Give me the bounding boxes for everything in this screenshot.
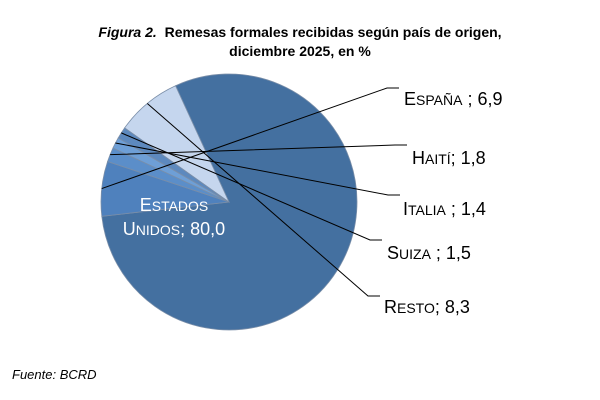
slice-labels: ESTADOS UNIDOS; 80,0 ESPAÑA ; 6,9 HAITÍ; 1,… [123,89,503,317]
leader-line-italia [115,142,400,196]
slice-label-haiti: HAITÍ; 1,8 [412,148,486,168]
chart-title-line-2: diciembre 2025, en % [229,43,371,59]
slice-label-resto: RESTO; 8,3 [384,297,470,317]
pie-slices [100,73,358,331]
leader-line-haiti [110,144,407,156]
leader-line-suiza [121,132,382,241]
slice-label-italia: ITALIA ; 1,4 [403,199,486,219]
leader-lines [101,87,407,297]
slice-label-espana: ESPAÑA ; 6,9 [404,89,502,109]
figure-number: Figura 2. [98,24,156,40]
slice-label-suiza: SUIZA ; 1,5 [387,243,471,263]
leader-line-espana [101,87,399,190]
leader-line-resto [146,103,380,297]
title-text-1: Remesas formales recibidas según país de… [165,24,502,40]
chart-title-line-1: Figura 2. Remesas formales recibidas seg… [98,24,501,40]
source-note: Fuente: BCRD [12,367,97,382]
slice-label-estados-unidos: ESTADOS UNIDOS; 80,0 [123,195,225,239]
